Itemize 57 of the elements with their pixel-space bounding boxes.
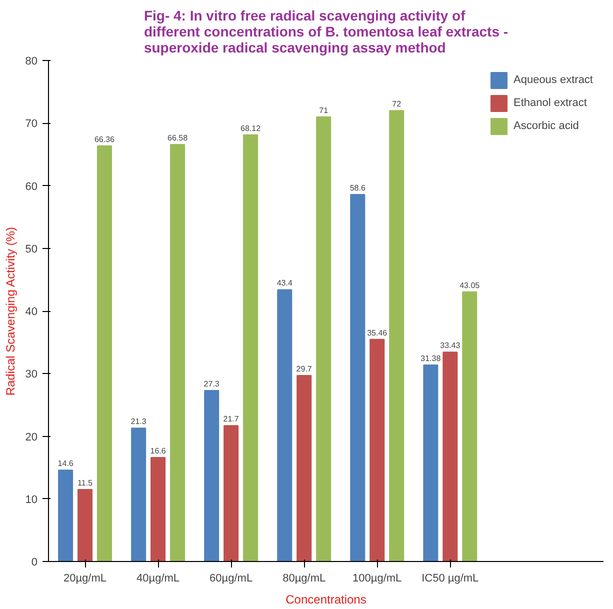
data-label: 33.43: [440, 341, 461, 350]
y-axis-title: Radical Scavenging Activity (%): [3, 226, 18, 396]
x-tick-label: 40µg/mL: [136, 572, 180, 584]
bar: [170, 144, 186, 562]
y-tick-label: 30: [25, 368, 38, 381]
bar: [277, 289, 292, 562]
y-tick-label: 60: [25, 180, 38, 193]
data-label: 58.6: [350, 184, 366, 193]
data-label: 71: [319, 106, 329, 115]
legend-label: Ascorbic acid: [514, 120, 579, 132]
data-label: 72: [392, 100, 402, 109]
data-label: 43.05: [460, 280, 480, 290]
legend-label: Aqueous extract: [514, 74, 593, 86]
legend-label: Ethanol extract: [514, 97, 587, 109]
bar: [350, 194, 366, 562]
x-tick-label: 100µg/mL: [352, 572, 402, 584]
x-tick-label: 20µg/mL: [64, 572, 107, 584]
bar: [96, 145, 112, 562]
y-tick-label: 50: [25, 243, 38, 256]
x-tick-label: 80µg/mL: [282, 572, 326, 584]
data-label: 66.58: [168, 134, 188, 143]
bar: [316, 116, 332, 562]
data-label: 66.36: [94, 134, 116, 144]
data-label: 21.3: [130, 417, 147, 426]
y-tick-label: 70: [25, 118, 38, 130]
data-label: 35.46: [367, 328, 388, 338]
data-label: 16.6: [150, 446, 166, 456]
bar: [389, 110, 404, 562]
x-tick-label: IC50 µg/mL: [422, 572, 479, 584]
y-tick-label: 0: [31, 556, 38, 568]
data-label: 11.5: [78, 478, 94, 488]
data-label: 21.7: [223, 414, 240, 424]
bar: [204, 390, 220, 562]
bar: [442, 352, 458, 562]
data-label: 29.7: [296, 364, 312, 374]
bar: [150, 457, 166, 562]
bar: [58, 470, 74, 562]
bar: [131, 428, 146, 562]
bar: [370, 338, 385, 562]
data-label: 27.3: [204, 380, 220, 389]
bar: [78, 488, 93, 562]
data-label: 14.6: [58, 459, 74, 468]
bar: [243, 134, 258, 562]
x-axis-title: Concentrations: [286, 592, 366, 606]
data-label: 68.12: [240, 124, 262, 133]
y-tick-label: 10: [25, 494, 38, 506]
data-label: 43.4: [276, 278, 293, 288]
bar: [296, 375, 312, 562]
y-tick-label: 80: [25, 56, 38, 68]
bar: [423, 364, 438, 562]
data-label: 31.38: [420, 354, 442, 363]
y-tick-label: 20: [25, 431, 38, 444]
chart-title: Fig- 4: In vitro free radical scavenging activity of different concentrations of B. tomentosa leaf extracts - superoxide radical scavenging assay method: [144, 8, 508, 56]
bar: [224, 425, 239, 562]
x-tick-label: 60µg/mL: [210, 572, 253, 584]
y-tick-label: 40: [25, 306, 38, 318]
bar: [462, 291, 478, 562]
